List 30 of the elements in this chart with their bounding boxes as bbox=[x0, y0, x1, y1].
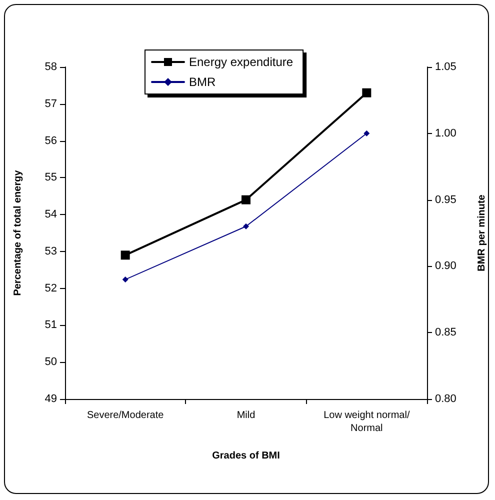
y-tick-label: 57 bbox=[44, 98, 57, 110]
y-tick-label: 54 bbox=[44, 208, 57, 221]
y2-tick-label: 0.95 bbox=[435, 194, 456, 206]
x-tick-label: Mild bbox=[236, 410, 256, 421]
y-tick-label: 58 bbox=[44, 61, 57, 73]
point bbox=[120, 250, 130, 260]
point bbox=[242, 195, 250, 204]
y-tick-label: 53 bbox=[44, 245, 57, 258]
y-axis-title: Percentage of total energy bbox=[12, 170, 24, 296]
y2-tick-label: 0.80 bbox=[435, 393, 456, 405]
legend-label: Energy expenditure bbox=[189, 55, 294, 69]
x-axis-title: Grades of BMI bbox=[212, 450, 280, 462]
y-tick-label: 49 bbox=[44, 393, 57, 405]
point bbox=[122, 276, 128, 282]
point bbox=[243, 223, 249, 230]
y2-tick-label: 1.00 bbox=[435, 127, 456, 140]
y-tick-label: 51 bbox=[44, 319, 57, 332]
y-tick-label: 50 bbox=[44, 356, 57, 368]
y-tick-label: 56 bbox=[44, 134, 57, 147]
point bbox=[362, 88, 372, 98]
point bbox=[364, 130, 370, 136]
x-tick-label: Severe/Moderate bbox=[86, 410, 164, 421]
y2-axis-title: BMR per minute bbox=[476, 194, 488, 272]
x-tick-label: Low weight normal/Normal bbox=[324, 410, 410, 434]
y-tick-label: 52 bbox=[44, 282, 57, 294]
y-tick-label: 55 bbox=[44, 172, 57, 184]
y2-tick-label: 0.90 bbox=[435, 260, 456, 272]
y2-tick-label: 0.85 bbox=[435, 326, 456, 339]
y2-tick-label: 1.05 bbox=[435, 61, 456, 73]
legend-label: BMR bbox=[189, 75, 216, 89]
